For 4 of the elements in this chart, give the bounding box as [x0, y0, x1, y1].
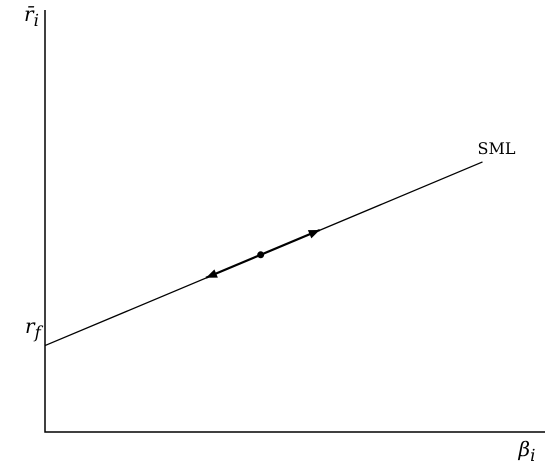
series-label: SML: [478, 138, 516, 158]
text: r$_{f}$: [25, 314, 41, 342]
x-axis-title: β$_{i}$: [518, 437, 536, 465]
text: r̄$_{i}$: [24, 2, 39, 30]
